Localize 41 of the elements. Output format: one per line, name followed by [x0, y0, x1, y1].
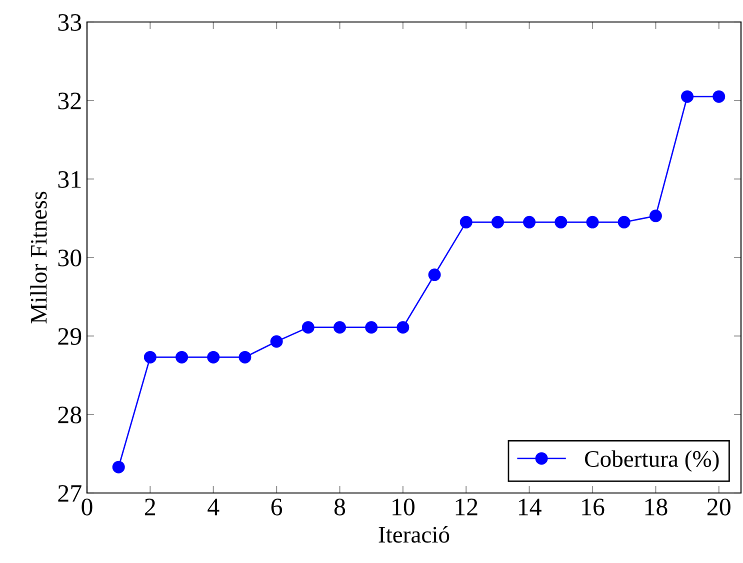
- point: [334, 321, 346, 334]
- point: [491, 216, 504, 228]
- point: [176, 350, 188, 364]
- x-tick-label: 6: [271, 498, 282, 516]
- point: [207, 350, 220, 364]
- point: [586, 216, 599, 228]
- point: [712, 90, 726, 103]
- point: [554, 216, 568, 228]
- point: [365, 321, 378, 334]
- y-tick-label: 31: [58, 171, 81, 188]
- x-tick-label: 18: [645, 498, 668, 516]
- y-tick-label: 30: [58, 250, 82, 266]
- x-tick-label: 14: [519, 498, 542, 516]
- point: [144, 350, 156, 364]
- x-tick-label: 10: [392, 498, 414, 516]
- x-tick-label: 20: [707, 498, 730, 516]
- x-tick-label: 4: [208, 498, 220, 516]
- point: [649, 210, 662, 222]
- x-tick-label: 0: [82, 498, 92, 516]
- point: [618, 216, 630, 228]
- x-tick-label: 8: [334, 498, 346, 516]
- point: [460, 216, 472, 228]
- x-tick-label: 12: [456, 498, 478, 516]
- y-tick-label: 28: [58, 406, 82, 424]
- point: [681, 90, 694, 103]
- y-tick-label: 33: [58, 14, 82, 31]
- point: [238, 350, 252, 364]
- y-tick-label: 32: [58, 92, 81, 110]
- point: [270, 335, 283, 348]
- legend-label: Cobertura (%): [585, 450, 719, 472]
- x-axis-title: Iteració: [378, 526, 450, 543]
- point: [428, 268, 441, 282]
- y-tick-label: 27: [58, 485, 82, 502]
- y-axis-title: Millor Fitness: [30, 192, 47, 324]
- point: [302, 321, 314, 334]
- x-tick-label: 2: [145, 498, 156, 516]
- point: [523, 216, 536, 228]
- y-tick-label: 29: [58, 328, 82, 345]
- point: [396, 321, 410, 334]
- point: [112, 460, 125, 474]
- x-tick-label: 16: [582, 498, 604, 516]
